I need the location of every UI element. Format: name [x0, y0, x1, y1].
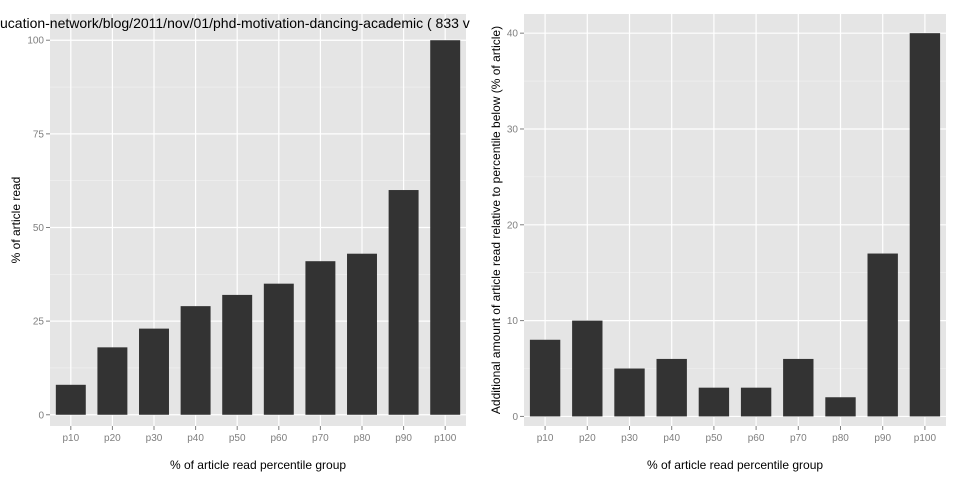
x-axis-title: % of article read percentile group — [647, 458, 823, 472]
bar-p80 — [347, 253, 377, 415]
y-tick-label: 40 — [507, 29, 519, 40]
x-tick-label-p20: p20 — [104, 433, 121, 444]
bar-p100 — [909, 33, 941, 417]
x-tick-label-p50: p50 — [706, 433, 723, 444]
y-tick-label: 100 — [27, 36, 44, 47]
x-axis-title: % of article read percentile group — [170, 458, 346, 472]
bar-p30 — [139, 328, 169, 415]
bar-p50 — [222, 294, 253, 415]
bar-p20 — [97, 347, 128, 415]
x-tick-label-p100: p100 — [914, 433, 937, 444]
bar-p70 — [783, 358, 814, 417]
chart-cumulative-read: 0 25 50 75 100 p10 p20 p30 p40 p50 p60 p70 p80 p90 p10… — [0, 14, 470, 472]
bar-p90 — [388, 190, 419, 415]
bar-p10 — [529, 339, 561, 417]
x-tick-label-p80: p80 — [832, 433, 849, 444]
y-tick-label: 30 — [507, 124, 519, 135]
x-tick-label-p90: p90 — [395, 433, 412, 444]
x-tick-label-p40: p40 — [187, 433, 204, 444]
y-axis-title: % of article read — [9, 177, 23, 264]
bar-p90 — [867, 253, 898, 417]
x-tick-label-p80: p80 — [354, 433, 371, 444]
chart-additional-read: 0 10 20 30 40 p10 p20 p30 p40 p50 p60 p70 p80 p90 p100… — [489, 14, 946, 472]
chart-title: ucation-network/blog/2011/nov/01/phd-mot… — [0, 15, 470, 31]
x-tick-label-p70: p70 — [312, 433, 329, 444]
bar-p20 — [572, 320, 603, 417]
x-tick-label-p10: p10 — [537, 433, 554, 444]
y-tick-label: 10 — [507, 316, 519, 327]
y-tick-label: 0 — [38, 410, 44, 421]
bar-p80 — [825, 397, 856, 417]
x-tick-label-p30: p30 — [146, 433, 163, 444]
x-tick-label-p10: p10 — [62, 433, 79, 444]
x-tick-label-p60: p60 — [748, 433, 765, 444]
x-tick-label-p90: p90 — [874, 433, 891, 444]
y-tick-label: 0 — [512, 412, 518, 423]
y-tick-label: 20 — [507, 220, 519, 231]
x-tick-label-p60: p60 — [270, 433, 287, 444]
x-tick-label-p40: p40 — [663, 433, 680, 444]
x-tick-label-p100: p100 — [434, 433, 457, 444]
y-axis-title: Additional amount of article read relati… — [489, 26, 503, 414]
y-tick-label: 75 — [33, 129, 45, 140]
bar-p60 — [263, 283, 294, 415]
bar-p40 — [180, 306, 211, 415]
bar-p50 — [698, 387, 730, 417]
bar-p10 — [55, 384, 86, 415]
bar-p30 — [614, 368, 645, 417]
bar-p100 — [430, 40, 461, 415]
bar-p60 — [740, 387, 772, 417]
y-tick-label: 50 — [33, 223, 45, 234]
x-tick-label-p20: p20 — [579, 433, 596, 444]
x-tick-label-p70: p70 — [790, 433, 807, 444]
bar-p70 — [305, 261, 336, 415]
bar-p40 — [656, 358, 687, 417]
y-tick-label: 25 — [33, 317, 45, 328]
x-tick-label-p50: p50 — [229, 433, 246, 444]
x-tick-label-p30: p30 — [621, 433, 638, 444]
